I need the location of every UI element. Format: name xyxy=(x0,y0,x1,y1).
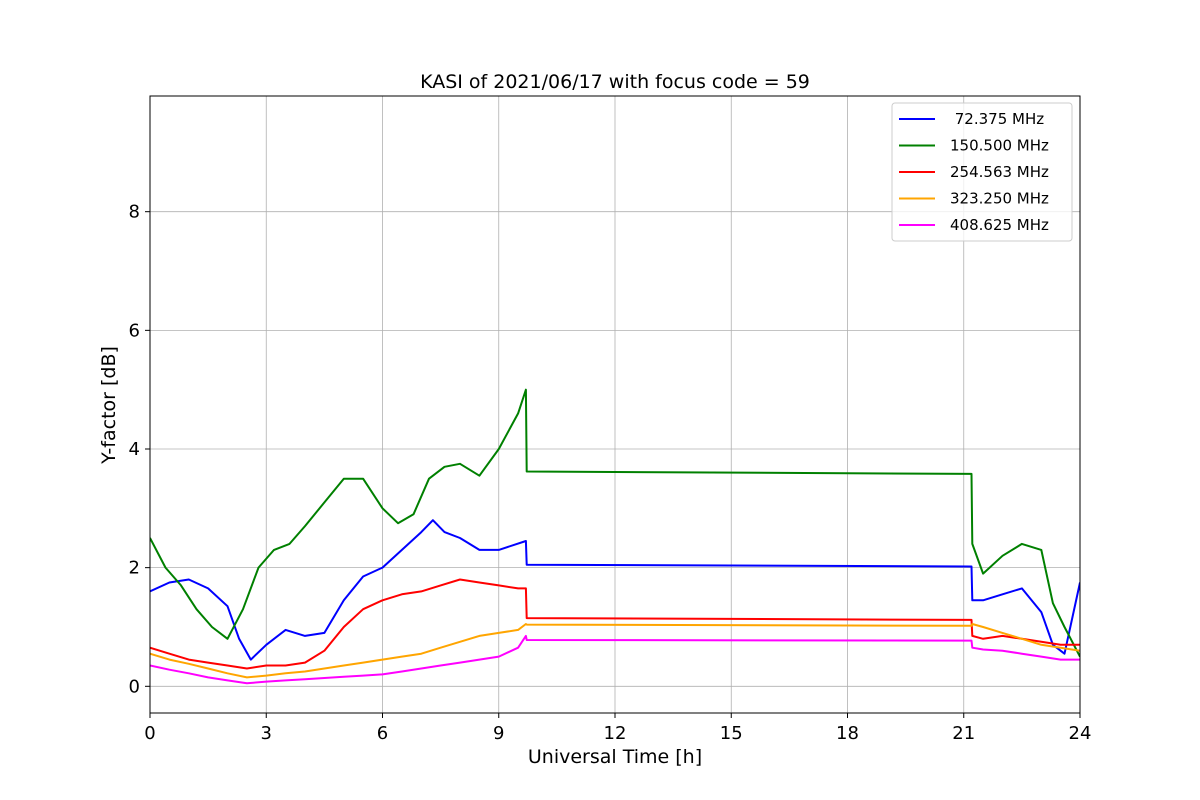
x-tick-label: 0 xyxy=(144,723,155,744)
x-tick-label: 12 xyxy=(604,723,627,744)
x-axis: 0 3 6 9 12 15 18 21 24 xyxy=(144,713,1091,744)
x-tick-label: 6 xyxy=(377,723,388,744)
legend-label-3: 323.250 MHz xyxy=(950,190,1049,208)
y-axis-label: Y-factor [dB] xyxy=(98,346,120,465)
legend-label-1: 150.500 MHz xyxy=(950,137,1049,155)
series-line-2 xyxy=(150,578,1080,670)
y-tick-label: 6 xyxy=(129,320,140,341)
x-axis-label: Universal Time [h] xyxy=(528,746,702,768)
series-line-3 xyxy=(150,623,1080,679)
legend-box xyxy=(891,102,1073,242)
y-tick-label: 0 xyxy=(129,676,140,697)
x-tick-label: 21 xyxy=(952,723,975,744)
x-tick-label: 24 xyxy=(1069,723,1092,744)
series-layer xyxy=(150,388,1080,685)
y-tick-label: 8 xyxy=(129,202,140,223)
plot-area xyxy=(150,388,1080,685)
series-line-0 xyxy=(150,519,1080,661)
x-tick-label: 15 xyxy=(720,723,743,744)
legend: 72.375 MHz 150.500 MHz 254.563 MHz 323.250 … xyxy=(891,102,1073,242)
legend-label-0: 72.375 MHz xyxy=(950,110,1044,128)
x-tick-label: 9 xyxy=(493,723,504,744)
y-axis: 0 2 4 6 8 xyxy=(129,202,150,697)
legend-label-2: 254.563 MHz xyxy=(950,163,1049,181)
y-tick-label: 2 xyxy=(129,558,140,579)
chart-title: KASI of 2021/06/17 with focus code = 59 xyxy=(420,71,810,93)
series-line-1 xyxy=(150,388,1080,658)
series-line-4 xyxy=(150,634,1080,685)
x-tick-label: 3 xyxy=(261,723,272,744)
y-tick-label: 4 xyxy=(129,439,140,460)
legend-label-4: 408.625 MHz xyxy=(950,216,1049,234)
x-tick-label: 18 xyxy=(836,723,859,744)
